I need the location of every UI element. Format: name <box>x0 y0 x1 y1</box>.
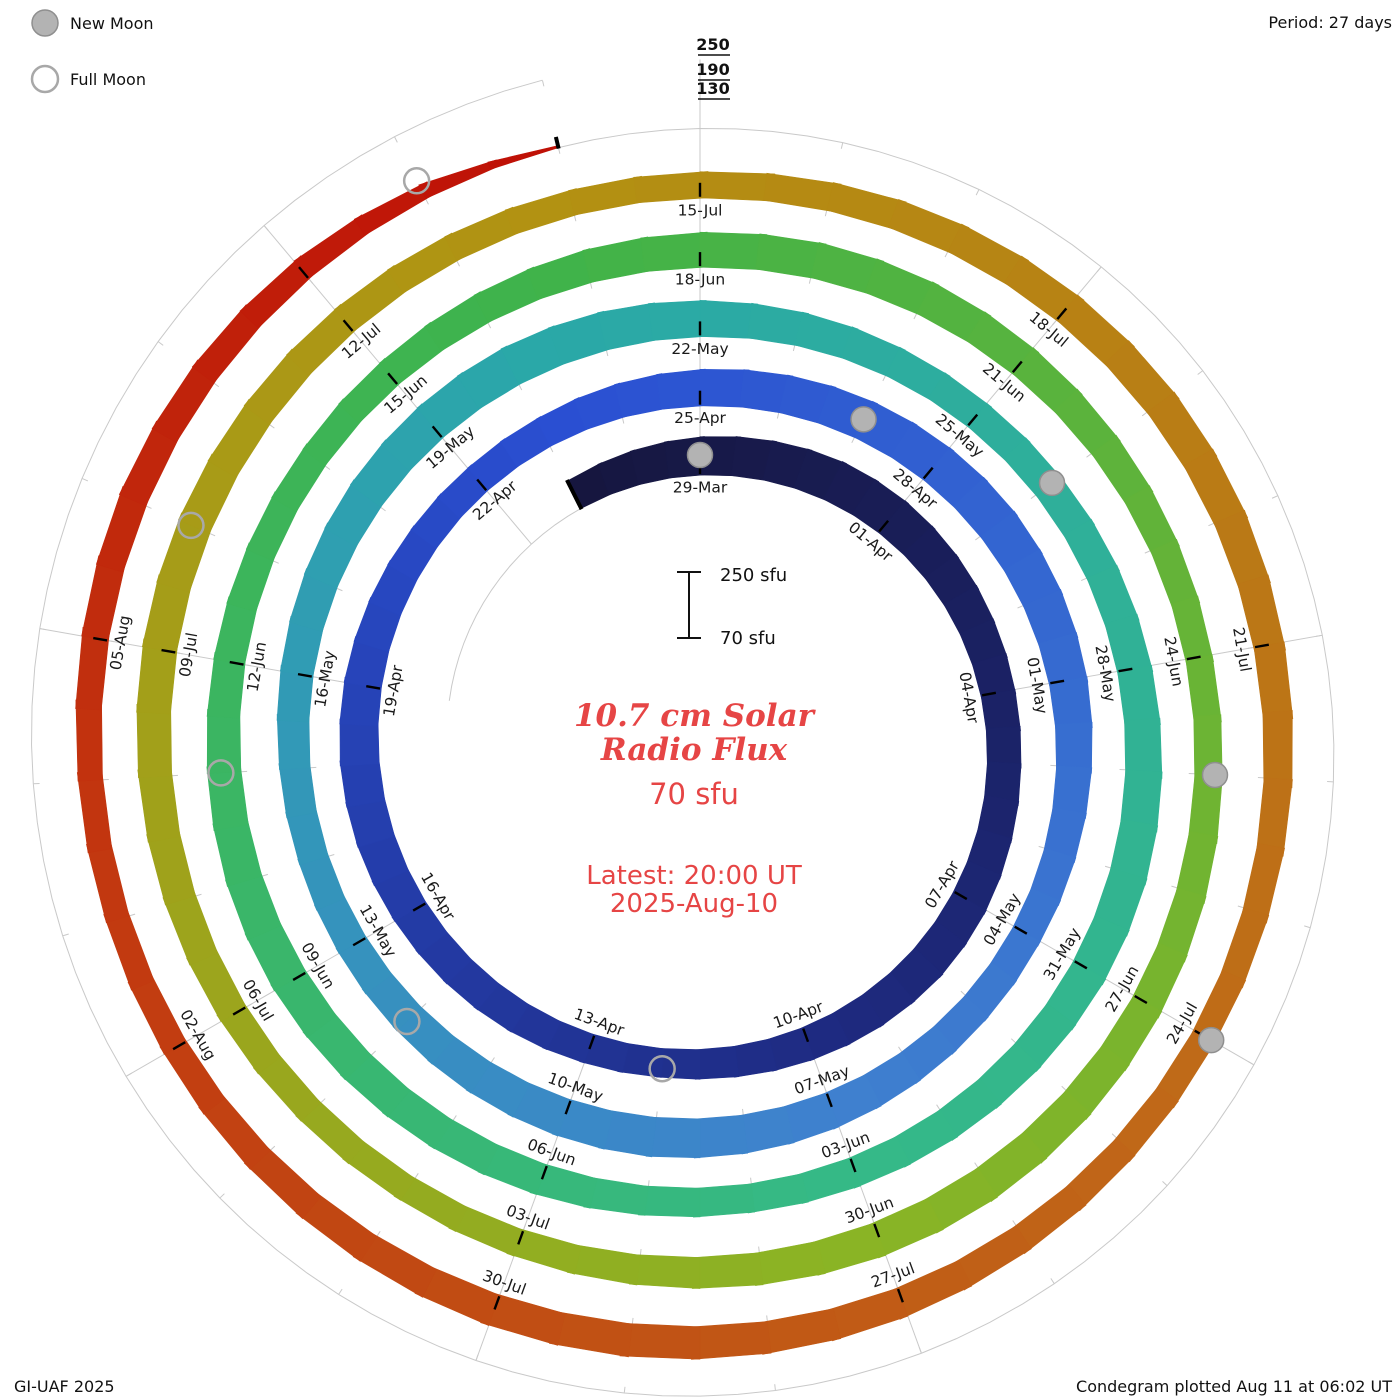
date-label-15-Jul: 15-Jul <box>678 201 723 219</box>
moon-phase-markers <box>177 167 1229 1083</box>
date-label-18-Jun: 18-Jun <box>675 271 725 289</box>
date-label-22-May: 22-May <box>671 340 728 358</box>
radial-tick-130: 130 <box>696 79 729 98</box>
new-moon-marker <box>686 441 714 469</box>
full-moon-marker <box>402 167 431 195</box>
period-label: Period: 27 days <box>1268 13 1392 32</box>
day-tick-marks <box>93 136 1270 1310</box>
legend-new-moon-label: New Moon <box>70 14 154 33</box>
latest-date-label: 2025-Aug-10 <box>610 889 778 919</box>
full-moon-marker <box>393 1007 421 1036</box>
legend: New Moon Full Moon <box>30 9 154 94</box>
flux-spiral-band <box>75 145 1294 1360</box>
new-moon-marker <box>850 406 877 433</box>
new-moon-marker <box>1201 761 1229 789</box>
new-moon-marker <box>1038 469 1066 497</box>
radial-tick-190: 190 <box>696 60 729 79</box>
credit-label: GI-UAF 2025 <box>14 1377 115 1396</box>
latest-time-label: Latest: 20:00 UT <box>586 861 802 891</box>
scale-bottom-label: 70 sfu <box>720 628 776 649</box>
full-moon-marker <box>648 1054 676 1083</box>
full-moon-marker <box>207 759 235 787</box>
current-flux-value: 70 sfu <box>649 777 739 811</box>
full-moon-icon <box>30 64 60 94</box>
date-label-29-Mar: 29-Mar <box>673 479 728 497</box>
flux-scale-bar: 250 sfu 70 sfu <box>677 565 787 649</box>
scale-top-label: 250 sfu <box>720 565 787 586</box>
new-moon-icon <box>31 9 59 37</box>
chart-title-line2: Radio Flux <box>600 732 788 768</box>
new-moon-marker <box>1197 1026 1225 1054</box>
full-moon-marker <box>177 511 205 540</box>
chart-title-line1: 10.7 cm Solar <box>574 698 817 734</box>
radial-tick-250: 250 <box>696 35 729 54</box>
center-annotations: 10.7 cm Solar Radio Flux 70 sfu Latest: … <box>574 698 817 919</box>
date-label-25-Apr: 25-Apr <box>674 409 726 427</box>
plotted-label: Condegram plotted Aug 11 at 06:02 UT <box>1076 1377 1392 1396</box>
radial-axis: 250 190 130 <box>696 35 730 100</box>
legend-full-moon-label: Full Moon <box>70 70 146 89</box>
